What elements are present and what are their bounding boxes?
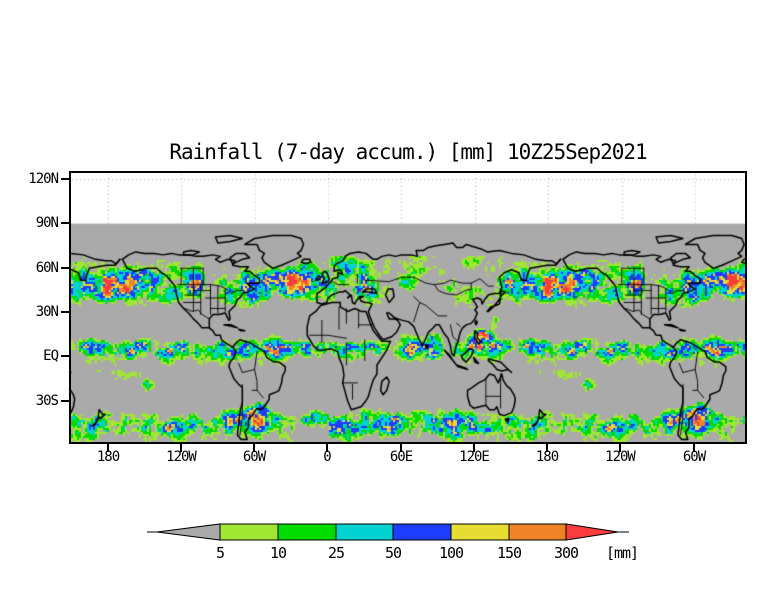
lat-tick	[61, 400, 69, 402]
lon-label-120w: 120W	[166, 449, 197, 465]
lon-tick	[546, 444, 548, 452]
lat-label-30s: 30S	[35, 393, 59, 409]
rainfall-map-canvas	[71, 173, 745, 442]
colorbar-label-150: 150	[496, 544, 522, 562]
lon-label-180b: 180	[535, 449, 559, 465]
lon-tick	[326, 444, 328, 452]
lon-tick	[619, 444, 621, 452]
colorbar	[147, 523, 629, 541]
colorbar-unit-label: [mm]	[605, 544, 639, 562]
colorbar-label-5: 5	[215, 544, 225, 562]
colorbar-segment-5-10	[219, 523, 279, 541]
lat-tick	[61, 267, 69, 269]
colorbar-segment-100-150	[450, 523, 510, 541]
lon-tick	[693, 444, 695, 452]
lon-tick	[473, 444, 475, 452]
lat-label-60n: 60N	[35, 260, 59, 276]
figure-title: Rainfall (7-day accum.) [mm] 10Z25Sep202…	[169, 140, 647, 164]
colorbar-label-25: 25	[327, 544, 345, 562]
colorbar-segment-25-50	[335, 523, 394, 541]
lat-tick	[61, 311, 69, 313]
lon-label-0: 0	[323, 449, 331, 465]
lat-label-eq: EQ	[43, 348, 59, 364]
colorbar-label-100: 100	[438, 544, 464, 562]
lon-label-180: 180	[96, 449, 120, 465]
lon-tick	[107, 444, 109, 452]
lon-tick	[253, 444, 255, 452]
lat-label-30n: 30N	[35, 304, 59, 320]
lat-tick	[61, 222, 69, 224]
lat-tick	[61, 355, 69, 357]
lon-label-120e: 120E	[459, 449, 490, 465]
colorbar-label-300: 300	[553, 544, 579, 562]
colorbar-segment-150-300	[508, 523, 567, 541]
lat-label-120n: 120N	[28, 171, 59, 187]
lat-tick	[61, 178, 69, 180]
colorbar-label-10: 10	[269, 544, 287, 562]
colorbar-below-min-arrow	[156, 523, 221, 541]
colorbar-above-max-arrow	[565, 523, 619, 541]
lon-tick	[180, 444, 182, 452]
plot-frame	[69, 171, 747, 444]
lat-label-90n: 90N	[35, 215, 59, 231]
lon-label-60w: 60W	[242, 449, 266, 465]
colorbar-segment-10-25	[277, 523, 337, 541]
colorbar-label-50: 50	[384, 544, 402, 562]
lon-tick	[400, 444, 402, 452]
lon-label-60e: 60E	[389, 449, 413, 465]
lon-label-60wb: 60W	[682, 449, 706, 465]
lon-label-120wb: 120W	[605, 449, 636, 465]
colorbar-segment-50-100	[392, 523, 452, 541]
